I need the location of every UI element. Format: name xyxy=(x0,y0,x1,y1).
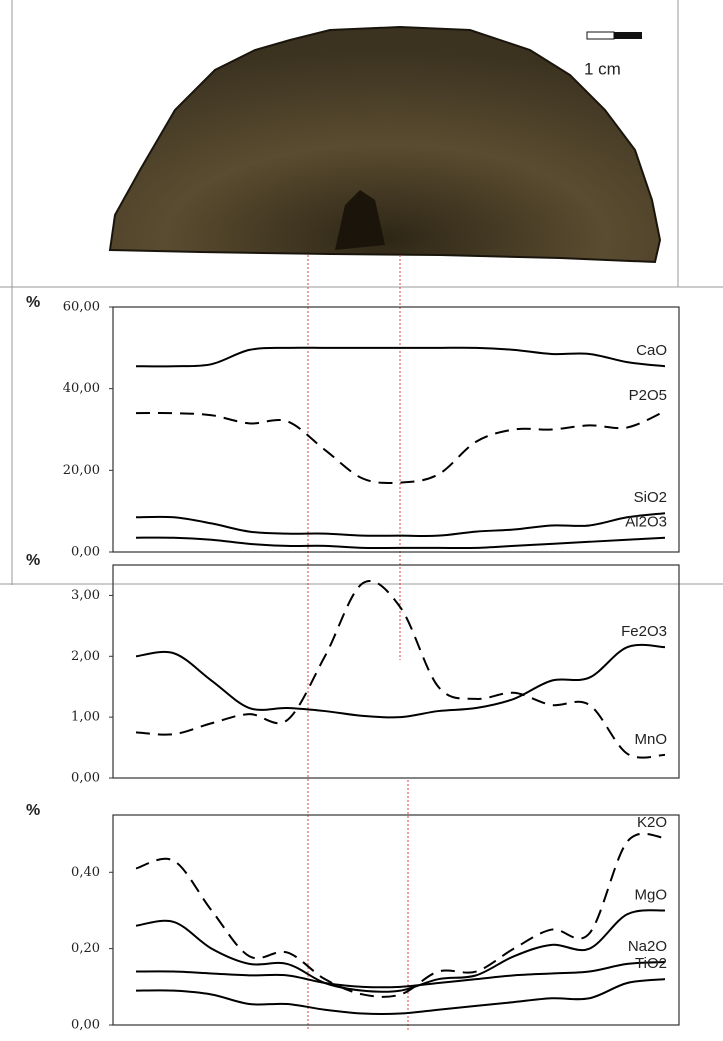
series-label: Fe2O3 xyxy=(621,623,667,640)
series-line xyxy=(135,909,666,993)
y-tick-label: 0,00 xyxy=(71,1018,100,1033)
y-tick-label: 20,00 xyxy=(63,463,100,478)
y-tick-label: 3,00 xyxy=(71,588,100,603)
series-label: TiO2 xyxy=(635,955,667,972)
y-tick-label: 0,00 xyxy=(71,771,100,786)
series-label: SiO2 xyxy=(634,489,667,506)
series-line xyxy=(135,832,666,998)
y-tick-label: 40,00 xyxy=(63,381,100,396)
y-tick-label: 1,00 xyxy=(71,710,100,725)
scale-label: 1 cm xyxy=(584,59,621,78)
series-line xyxy=(135,512,666,537)
series-label: Al2O3 xyxy=(625,514,667,531)
series-line xyxy=(135,346,666,368)
y-tick-label: 0,20 xyxy=(71,941,100,956)
rock-photo xyxy=(108,25,662,264)
y-axis-label: % xyxy=(26,294,40,311)
series-line xyxy=(135,961,666,989)
series-label: MgO xyxy=(634,886,667,903)
plot-frame xyxy=(112,814,680,1026)
series-line xyxy=(135,643,666,719)
plot-frame xyxy=(112,306,680,553)
y-tick-label: 0,40 xyxy=(71,865,100,880)
y-axis-label: % xyxy=(26,802,40,819)
series-label: MnO xyxy=(634,731,667,748)
y-tick-label: 60,00 xyxy=(63,300,100,315)
y-tick-label: 2,00 xyxy=(71,649,100,664)
plot-frame xyxy=(112,564,680,779)
y-axis-label: % xyxy=(26,552,40,569)
series-line xyxy=(135,978,666,1016)
guide-lines xyxy=(307,255,409,1030)
series-label: P2O5 xyxy=(629,387,667,404)
scale-bar xyxy=(586,31,642,40)
series-label: CaO xyxy=(636,342,667,359)
series-label: Na2O xyxy=(628,938,667,955)
y-tick-label: 0,00 xyxy=(71,545,100,560)
rock-cavity xyxy=(335,190,385,250)
series-label: K2O xyxy=(637,814,667,831)
series-line xyxy=(135,580,666,759)
series-line xyxy=(135,536,666,550)
